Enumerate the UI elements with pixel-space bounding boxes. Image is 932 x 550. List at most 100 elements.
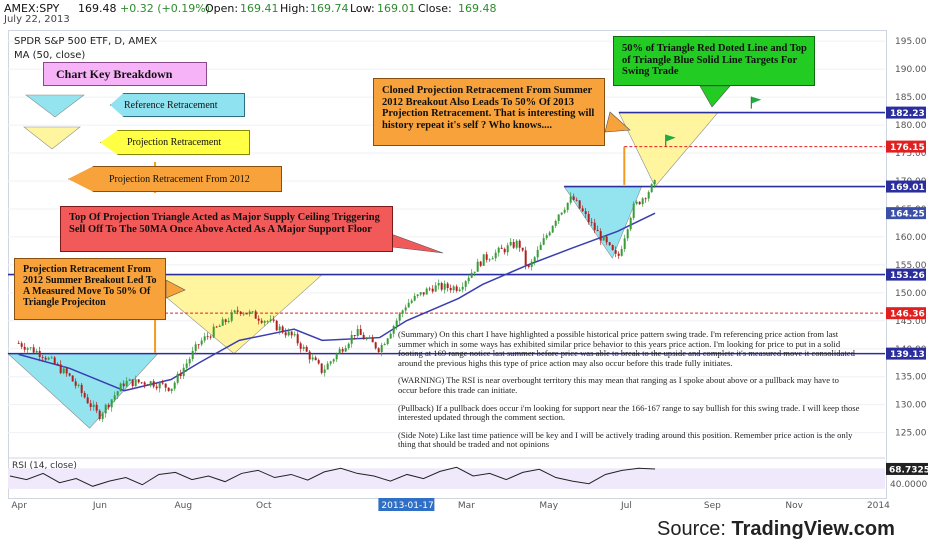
price-level-label: 146.36 — [890, 310, 925, 320]
candle-body — [245, 313, 248, 315]
legend-title: Chart Key Breakdown — [43, 62, 207, 86]
y-tick-label: 190.00 — [895, 65, 927, 75]
ma-indicator-label: MA (50, close) — [14, 50, 86, 61]
callout-top-projection: Top Of Projection Triangle Acted as Majo… — [60, 206, 393, 252]
candle-body — [155, 386, 158, 389]
candle-body — [335, 353, 338, 360]
candle-body — [515, 240, 518, 248]
candle-body — [71, 375, 74, 382]
candle-body — [599, 231, 602, 241]
candle-body — [212, 326, 215, 338]
candle-body — [137, 379, 140, 383]
candle-body — [563, 209, 566, 213]
candle-body — [548, 232, 551, 236]
header-change: +0.32 (+0.19%) — [120, 2, 210, 15]
candle-body — [341, 349, 344, 352]
candle-body — [374, 342, 377, 349]
x-tick-label: Oct — [256, 501, 272, 511]
candle-body — [95, 404, 98, 411]
candle-body — [164, 383, 167, 388]
candle-body — [302, 346, 305, 349]
candle-body — [620, 248, 623, 256]
candle-body — [206, 336, 209, 338]
x-tick-label: Aug — [174, 501, 192, 511]
candle-body — [218, 325, 221, 327]
candle-body — [107, 404, 110, 408]
price-level-badge — [886, 268, 926, 281]
candle-body — [41, 356, 44, 358]
price-level-label: 176.15 — [890, 143, 925, 153]
candle-body — [143, 382, 146, 385]
x-tick-label: May — [539, 501, 558, 511]
candle-body — [311, 357, 314, 360]
candle-body — [158, 382, 161, 389]
candle-body — [56, 363, 59, 365]
candle-body — [452, 286, 455, 291]
candle-body — [263, 321, 266, 323]
candle-body — [578, 200, 581, 209]
candle-body — [62, 368, 65, 374]
legend-cyan-triangle — [25, 94, 85, 118]
candle-body — [425, 288, 428, 295]
candle-body — [356, 329, 359, 337]
candle-body — [566, 202, 569, 210]
candle-body — [260, 320, 263, 323]
price-level-badge — [886, 307, 926, 320]
candle-body — [536, 249, 539, 258]
candle-body — [539, 244, 542, 250]
price-level-badge — [886, 207, 926, 220]
candle-body — [344, 348, 347, 352]
candle-body — [149, 381, 152, 386]
rsi-band — [8, 468, 885, 489]
candle-body — [98, 410, 101, 420]
candle-body — [422, 292, 425, 295]
candle-body — [368, 337, 371, 339]
candle-body — [584, 211, 587, 215]
source-brand: TradingView.com — [731, 518, 895, 540]
candle-body — [221, 319, 224, 326]
candle-body — [65, 368, 68, 374]
candle-body — [266, 321, 269, 322]
candle-body — [398, 313, 401, 321]
candle-body — [605, 236, 608, 243]
candle-body — [473, 271, 476, 273]
candle-body — [350, 335, 353, 344]
candle-body — [32, 347, 35, 353]
candle-body — [116, 391, 119, 396]
candle-body — [314, 357, 317, 361]
price-level-badge — [886, 347, 926, 360]
candle-body — [524, 250, 527, 266]
candle-body — [296, 334, 299, 344]
candle-body — [623, 238, 626, 249]
x-tick-label: Sep — [704, 501, 721, 511]
candle-body — [467, 277, 470, 282]
candle-body — [521, 247, 524, 251]
price-level-label: 153.26 — [890, 271, 925, 281]
callout-cloned-pointer — [604, 111, 631, 133]
price-level-label: 139.13 — [890, 350, 925, 360]
candle-body — [35, 350, 38, 353]
rsi-label: RSI (14, close) — [12, 461, 77, 471]
candle-body — [194, 344, 197, 351]
candle-body — [446, 283, 449, 289]
candle-body — [92, 404, 95, 407]
candle-body — [581, 208, 584, 212]
candle-body — [407, 302, 410, 308]
candle-body — [380, 345, 383, 353]
target-flag-182 — [751, 96, 762, 104]
candle-body — [167, 387, 170, 391]
candle-body — [443, 283, 446, 290]
projection-triangle-2013 — [618, 112, 719, 188]
chart-title: SPDR S&P 500 ETF, D, AMEX — [14, 36, 158, 47]
candle-body — [227, 320, 230, 322]
y-tick-label: 160.00 — [895, 233, 927, 243]
candle-body — [242, 313, 245, 315]
candle-body — [338, 349, 341, 354]
y-tick-label: 125.00 — [895, 429, 927, 439]
candle-body — [26, 348, 29, 350]
candle-body — [269, 319, 272, 322]
candle-body — [89, 403, 92, 407]
candle-body — [638, 201, 641, 205]
header-low-label: Low: — [350, 2, 375, 15]
